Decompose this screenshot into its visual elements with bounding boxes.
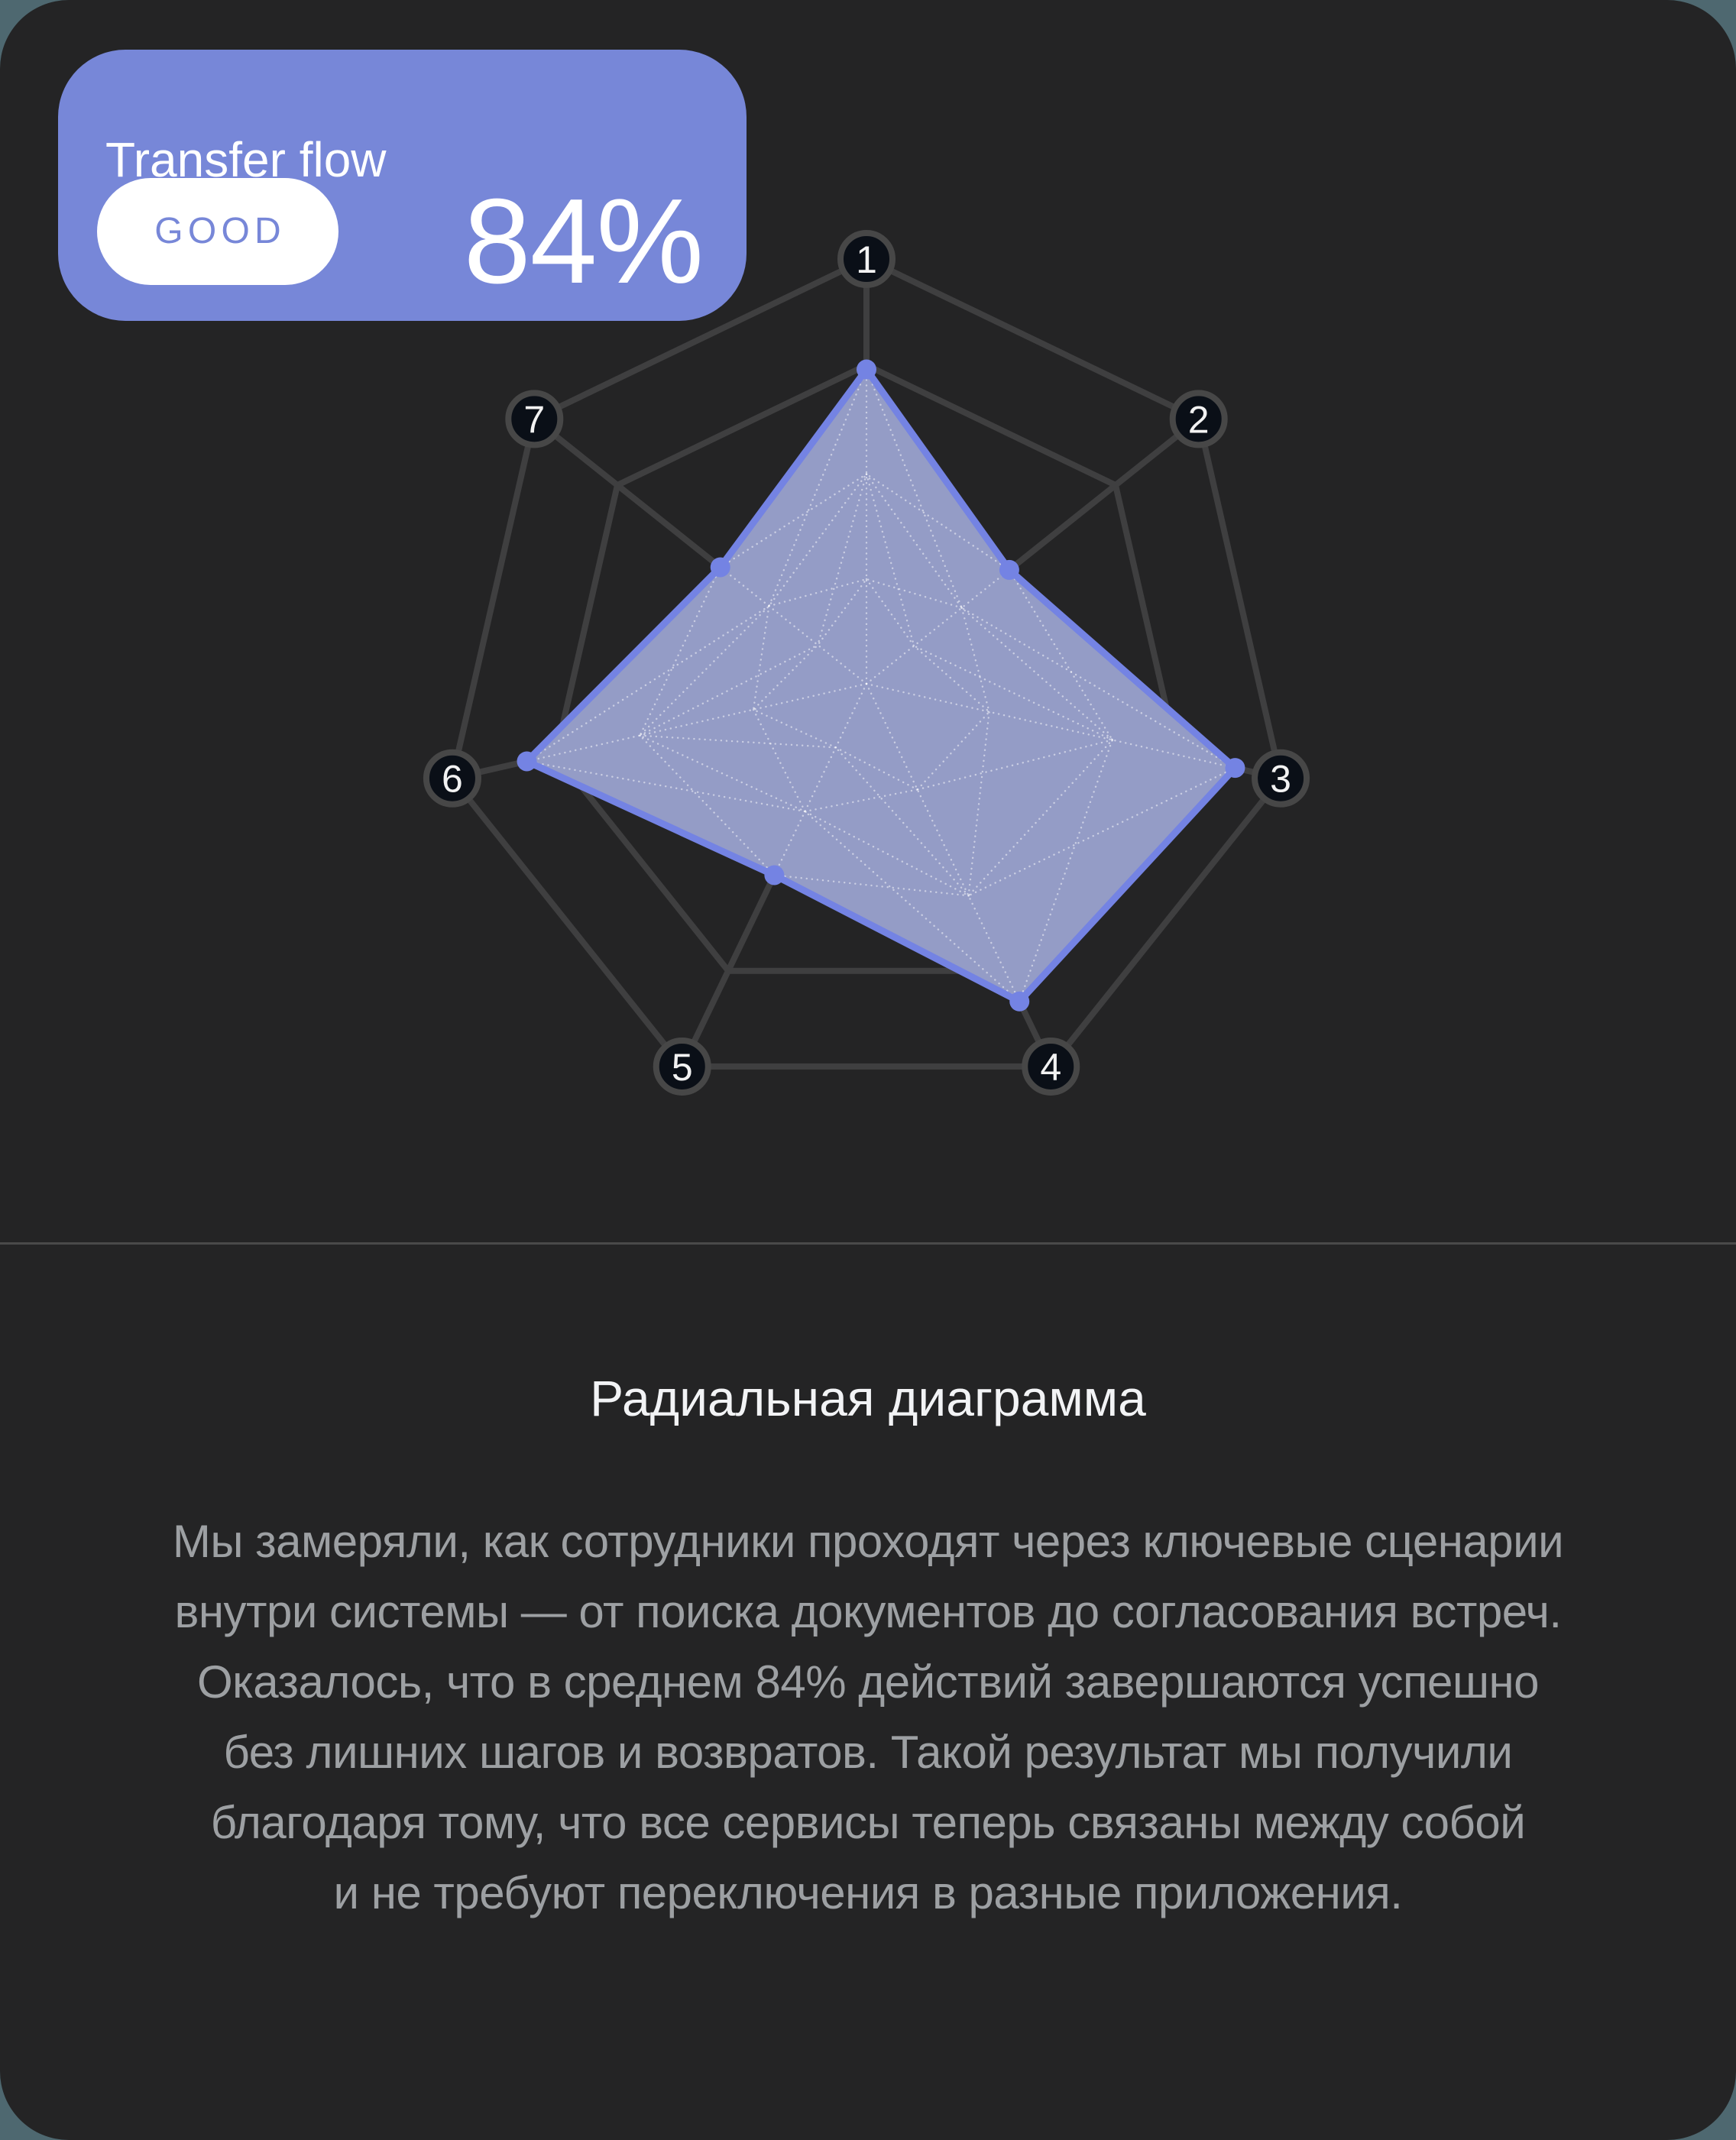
radar-guide-connector bbox=[967, 766, 1236, 897]
radar-guide-connector bbox=[526, 605, 770, 762]
radar-guide-connector bbox=[719, 473, 868, 568]
axis-label-chip bbox=[1022, 1037, 1080, 1096]
radar-data-point bbox=[1009, 991, 1030, 1012]
axis-label-text: 5 bbox=[672, 1046, 693, 1089]
section-paragraph: Мы замеряли, как сотрудники проходят чер… bbox=[172, 1516, 1564, 1918]
axis-label-chip bbox=[837, 230, 896, 288]
radar-grid-ring bbox=[552, 362, 1181, 974]
radar-guide-connector bbox=[639, 734, 776, 876]
status-badge: GOOD bbox=[97, 178, 338, 285]
radar-guide-connector bbox=[752, 605, 770, 711]
radar-guide-spoke bbox=[865, 682, 1021, 1002]
axis-label-text: 2 bbox=[1188, 398, 1210, 441]
divider bbox=[0, 1242, 1736, 1245]
section-heading: Радиальная диаграмма bbox=[590, 1370, 1146, 1426]
radar-data-point bbox=[1225, 758, 1245, 779]
radar-guide-connector bbox=[1008, 568, 1113, 741]
axis-label-text: 7 bbox=[523, 398, 545, 441]
radar-guide-connector bbox=[916, 739, 1113, 791]
axis-label-chip bbox=[653, 1037, 711, 1096]
radar-data-point bbox=[764, 865, 785, 885]
radar-guide-spoke bbox=[865, 568, 1011, 685]
radar-guide-connector bbox=[768, 368, 868, 607]
axis-label-chip bbox=[423, 749, 481, 808]
radar-guide-ring bbox=[751, 577, 991, 791]
radar-guide-spoke bbox=[865, 682, 1236, 769]
radar-guide-connector bbox=[526, 760, 806, 813]
radar-guide-connector bbox=[639, 734, 837, 749]
axis-label-chip bbox=[1252, 749, 1310, 808]
axis-label-text: 6 bbox=[442, 758, 463, 801]
radar-guide-connector bbox=[773, 874, 970, 897]
radar-guide-connector bbox=[639, 644, 819, 737]
radar-data-point bbox=[517, 751, 537, 772]
radar-guide-connector bbox=[768, 578, 868, 607]
radar-guide-connector bbox=[865, 368, 963, 609]
axis-label-chip bbox=[1169, 390, 1228, 448]
radar-data-point bbox=[999, 559, 1019, 580]
radar-data-fill bbox=[526, 369, 1236, 1002]
radar-data-outline bbox=[523, 366, 1239, 1005]
status-badge-label: GOOD bbox=[154, 211, 286, 251]
kpi-title: Transfer flow bbox=[105, 132, 387, 187]
radar-guide-connector bbox=[960, 607, 990, 713]
axis-label-text: 3 bbox=[1270, 758, 1291, 801]
radar-guide-spoke bbox=[526, 682, 868, 762]
kpi-card: Transfer flow GOOD 84% bbox=[58, 50, 747, 321]
radar-guide-connector bbox=[834, 746, 970, 897]
axis-label-text: 1 bbox=[856, 238, 877, 281]
radar-guide-connector bbox=[865, 578, 963, 609]
radar-chart: 1 2 3 4 5 6 7 bbox=[423, 230, 1310, 1096]
axis-label-text: 4 bbox=[1040, 1046, 1061, 1089]
radar-grid-ring bbox=[449, 256, 1284, 1070]
radar-data-point bbox=[710, 557, 730, 578]
axis-label-chip bbox=[505, 390, 564, 448]
radar-data-point bbox=[857, 359, 876, 380]
radar-guide-connector bbox=[865, 473, 1011, 571]
kpi-value: 84% bbox=[463, 174, 704, 309]
radar-guide-connector bbox=[804, 810, 1021, 1002]
radar-guide-connector bbox=[967, 711, 990, 897]
